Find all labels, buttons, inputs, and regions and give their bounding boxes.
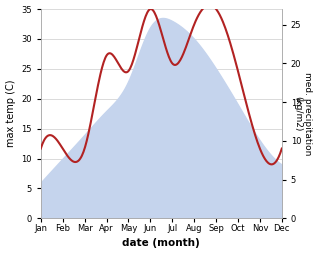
Y-axis label: med. precipitation
(kg/m2): med. precipitation (kg/m2)	[293, 72, 313, 155]
X-axis label: date (month): date (month)	[122, 239, 200, 248]
Y-axis label: max temp (C): max temp (C)	[5, 80, 16, 147]
